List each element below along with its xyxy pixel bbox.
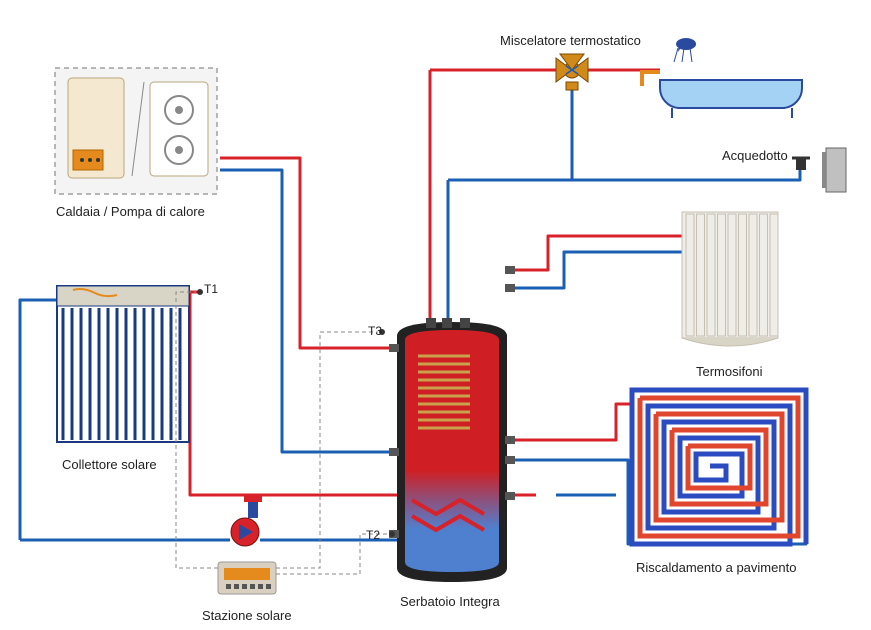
- label-aqueduct: Acquedotto: [722, 148, 788, 163]
- label-mixer: Miscelatore termostatico: [500, 33, 641, 48]
- label-tank: Serbatoio Integra: [400, 594, 500, 609]
- bathtub: [642, 38, 802, 118]
- sensor-t2: [389, 531, 395, 537]
- sensor-label-t1: T1: [204, 282, 218, 296]
- sensor-label-t3: T3: [368, 324, 382, 338]
- sensor-t1: [197, 289, 203, 295]
- solar-collector: [57, 286, 189, 442]
- aqueduct-inlet: [792, 148, 846, 192]
- floor-heating: [632, 390, 806, 544]
- radiator: [682, 212, 778, 346]
- boiler-group: [55, 68, 217, 194]
- label-floor: Riscaldamento a pavimento: [636, 560, 796, 575]
- sensor-label-t2: T2: [366, 528, 380, 542]
- tank: [389, 266, 515, 582]
- label-station: Stazione solare: [202, 608, 292, 623]
- label-radiators: Termosifoni: [696, 364, 762, 379]
- label-boiler: Caldaia / Pompa di calore: [56, 204, 205, 219]
- label-collector: Collettore solare: [62, 457, 157, 472]
- diagram-canvas: [0, 0, 871, 630]
- mixer-valve: [556, 54, 588, 90]
